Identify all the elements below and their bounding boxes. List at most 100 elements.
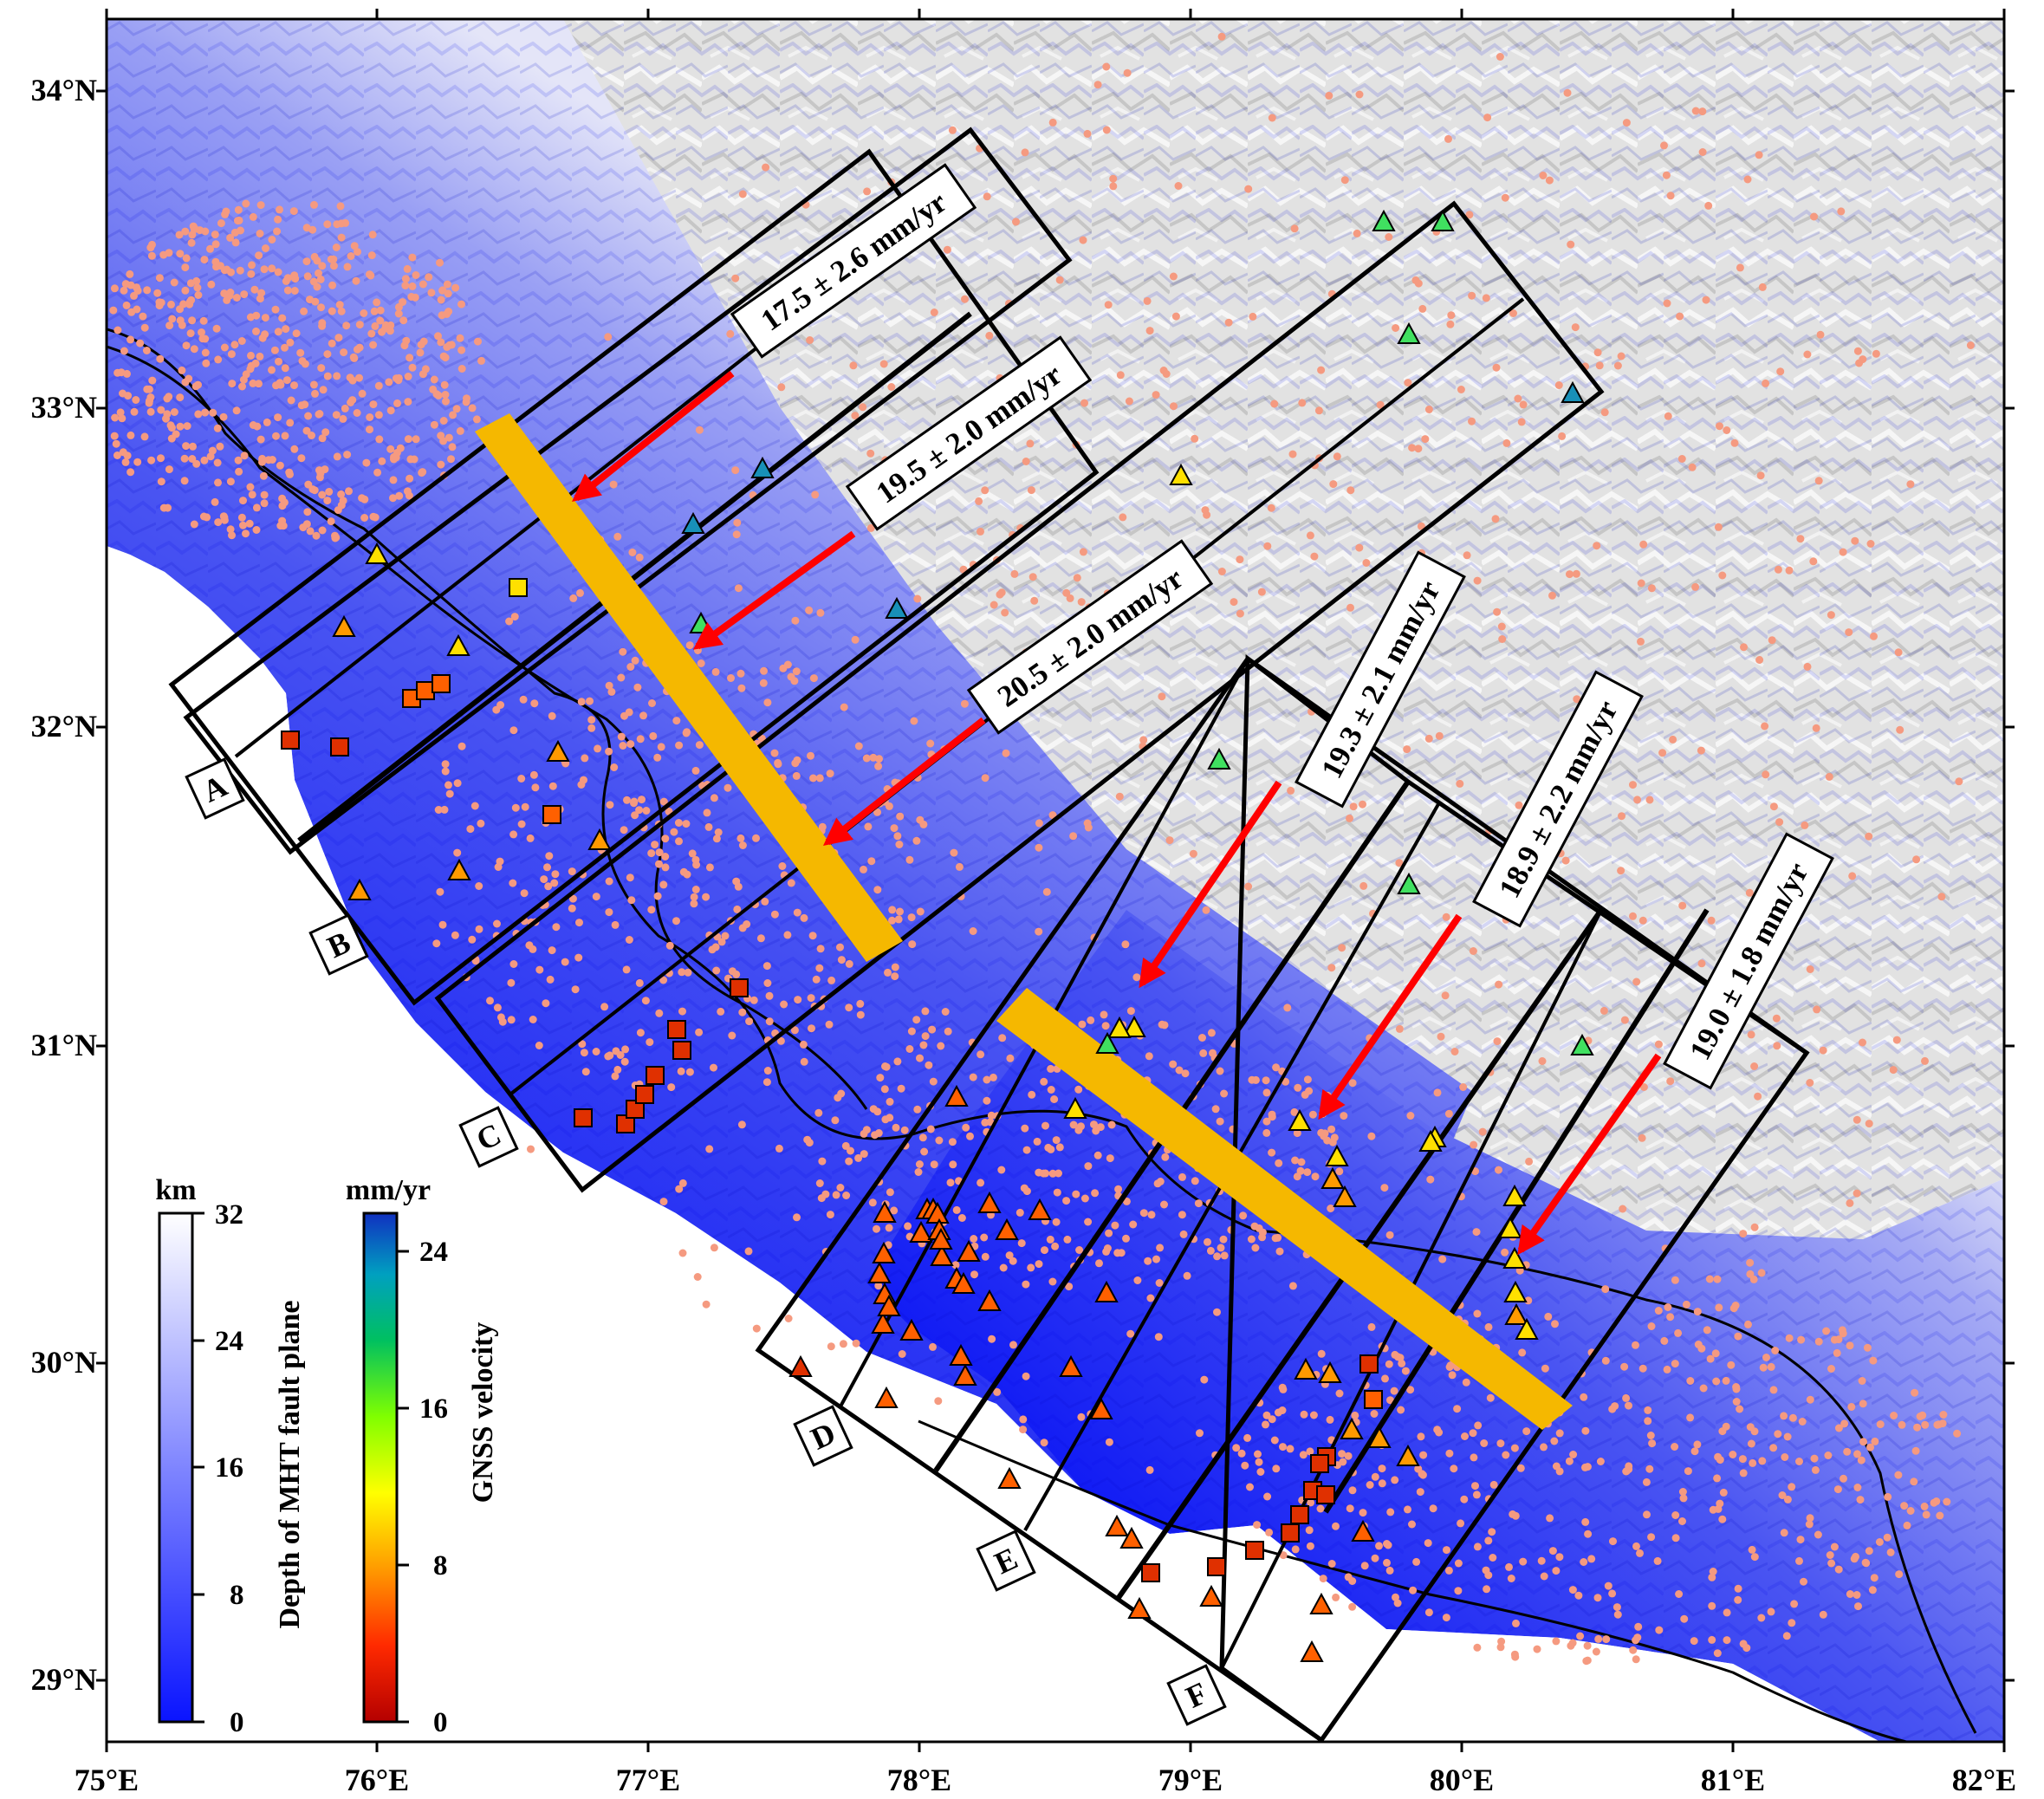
earthquake-dot bbox=[1433, 1088, 1442, 1097]
earthquake-dot bbox=[1613, 1610, 1622, 1619]
earthquake-dot bbox=[1175, 1066, 1184, 1075]
earthquake-dot bbox=[1637, 579, 1645, 588]
earthquake-dot bbox=[1848, 872, 1857, 880]
earthquake-dot bbox=[1554, 381, 1563, 389]
earthquake-dot bbox=[1153, 1179, 1162, 1188]
earthquake-dot bbox=[287, 396, 295, 405]
earthquake-dot bbox=[839, 1340, 847, 1348]
earthquake-dot bbox=[998, 1034, 1007, 1042]
earthquake-dot bbox=[1647, 1533, 1656, 1542]
earthquake-dot bbox=[546, 975, 555, 984]
earthquake-dot bbox=[661, 835, 670, 843]
earthquake-dot bbox=[399, 316, 408, 325]
earthquake-dot bbox=[862, 754, 871, 763]
earthquake-dot bbox=[1853, 1591, 1861, 1599]
earthquake-dot bbox=[401, 275, 410, 283]
earthquake-dot bbox=[1348, 1577, 1357, 1585]
earthquake-dot bbox=[1349, 802, 1358, 811]
earthquake-dot bbox=[1729, 1304, 1738, 1313]
earthquake-dot bbox=[1129, 1220, 1138, 1229]
earthquake-dot bbox=[1047, 1064, 1055, 1073]
earthquake-dot bbox=[1868, 1586, 1877, 1594]
gnss-triangle bbox=[1309, 1592, 1333, 1614]
earthquake-dot bbox=[655, 848, 664, 857]
earthquake-dot bbox=[948, 126, 957, 134]
earthquake-dot bbox=[631, 811, 639, 820]
earthquake-dot bbox=[691, 855, 700, 864]
earthquake-dot bbox=[915, 1160, 924, 1168]
earthquake-dot bbox=[934, 1397, 943, 1406]
earthquake-dot bbox=[1747, 1030, 1755, 1039]
earthquake-dot bbox=[290, 287, 299, 295]
earthquake-dot bbox=[110, 284, 119, 293]
earthquake-dot bbox=[1471, 1482, 1479, 1491]
gnss-triangle bbox=[899, 1318, 924, 1341]
earthquake-dot bbox=[866, 523, 875, 532]
earthquake-dot bbox=[1414, 279, 1423, 288]
earthquake-dot bbox=[1072, 1190, 1080, 1198]
earthquake-dot bbox=[349, 353, 358, 361]
earthquake-dot bbox=[456, 334, 464, 342]
earthquake-dot bbox=[548, 782, 557, 790]
earthquake-dot bbox=[303, 272, 312, 281]
earthquake-dot bbox=[1846, 1590, 1854, 1598]
earthquake-dot bbox=[845, 1157, 853, 1166]
earthquake-dot bbox=[1408, 1520, 1416, 1529]
earthquake-dot bbox=[1943, 1497, 1951, 1506]
earthquake-dot bbox=[1713, 1649, 1722, 1658]
earthquake-dot bbox=[571, 985, 580, 994]
gnss-triangle bbox=[1325, 1144, 1349, 1166]
earthquake-dot bbox=[895, 841, 904, 848]
earthquake-dot bbox=[1395, 1024, 1404, 1033]
earthquake-dot bbox=[1845, 628, 1853, 637]
earthquake-dot bbox=[955, 862, 964, 871]
earthquake-dot bbox=[1732, 1385, 1741, 1393]
earthquake-dot bbox=[1514, 394, 1522, 403]
earthquake-dot bbox=[477, 819, 485, 828]
earthquake-dot bbox=[354, 248, 361, 257]
earthquake-dot bbox=[605, 908, 613, 917]
earthquake-dot bbox=[1279, 1551, 1288, 1560]
gnss-triangle bbox=[1199, 1584, 1223, 1607]
earthquake-dot bbox=[1633, 796, 1642, 804]
earthquake-dot bbox=[1371, 1554, 1379, 1562]
earthquake-dot bbox=[568, 867, 576, 876]
earthquake-dot bbox=[1732, 1398, 1741, 1406]
earthquake-dot bbox=[190, 520, 198, 529]
earthquake-dot bbox=[816, 945, 825, 953]
earthquake-dot bbox=[117, 368, 126, 377]
earthquake-dot bbox=[245, 519, 254, 528]
earthquake-dot bbox=[611, 920, 620, 929]
earthquake-dot bbox=[732, 877, 741, 886]
earthquake-dot bbox=[337, 307, 346, 315]
earthquake-dot bbox=[1022, 1372, 1030, 1380]
earthquake-dot bbox=[165, 321, 174, 330]
earthquake-dot bbox=[1160, 1200, 1168, 1209]
earthquake-dot bbox=[527, 1145, 535, 1153]
velocity-unit: mm/yr bbox=[346, 1174, 431, 1206]
earthquake-dot bbox=[1006, 1054, 1015, 1062]
earthquake-dot bbox=[1414, 1465, 1423, 1473]
depth-tick: 16 bbox=[215, 1452, 243, 1484]
earthquake-dot bbox=[1811, 1465, 1820, 1474]
earthquake-dot bbox=[1243, 1433, 1252, 1442]
earthquake-dot bbox=[1152, 391, 1160, 399]
earthquake-dot bbox=[916, 1054, 924, 1062]
earthquake-dot bbox=[1380, 1184, 1389, 1192]
earthquake-dot bbox=[641, 997, 650, 1005]
earthquake-dot bbox=[1416, 1488, 1424, 1497]
earthquake-dot bbox=[1040, 1077, 1048, 1086]
earthquake-dot bbox=[1505, 1562, 1513, 1571]
earthquake-dot bbox=[291, 275, 300, 283]
earthquake-dot bbox=[1021, 148, 1029, 157]
earthquake-dot bbox=[625, 708, 633, 717]
earthquake-dot bbox=[1052, 1136, 1061, 1145]
earthquake-dot bbox=[1317, 366, 1326, 374]
earthquake-dot bbox=[256, 435, 265, 444]
earthquake-dot bbox=[1052, 1218, 1061, 1226]
earthquake-dot bbox=[784, 1315, 793, 1322]
earthquake-dot bbox=[1618, 812, 1625, 821]
earthquake-dot bbox=[1617, 867, 1625, 875]
earthquake-dot bbox=[318, 490, 327, 499]
gnss-triangle bbox=[1207, 747, 1231, 770]
